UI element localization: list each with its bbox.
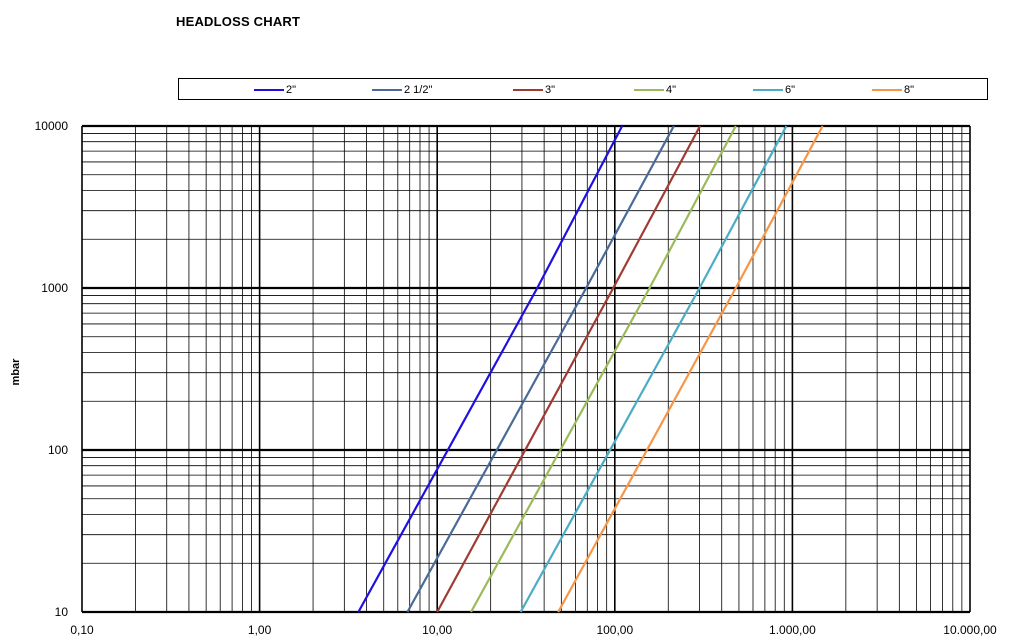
legend-item-2-1-2in: 2 1/2" <box>372 83 432 97</box>
x-tick-label: 10.000,00 <box>943 623 997 637</box>
x-tick-label: 1.000,00 <box>769 623 816 637</box>
tick-labels: 0,10 1,00 10,00 100,00 1.000,00 10.000,00 10 10… <box>35 119 997 637</box>
y-tick-label: 100 <box>48 443 68 457</box>
legend-item-3in: 3" <box>513 83 555 97</box>
series-layer <box>357 125 824 613</box>
legend-swatch-4in <box>634 89 664 91</box>
x-tick-label: 10,00 <box>422 623 452 637</box>
legend: 2" 2 1/2" 3" 4" 6" 8" <box>178 78 988 100</box>
series-line-1 <box>406 125 675 613</box>
legend-label-8in: 8" <box>904 84 915 96</box>
legend-label-2-1-2in: 2 1/2" <box>404 84 433 96</box>
y-tick-label: 10000 <box>35 119 69 133</box>
legend-item-4in: 4" <box>634 83 676 97</box>
x-tick-label: 1,00 <box>248 623 272 637</box>
legend-swatch-6in <box>753 89 783 91</box>
series-line-5 <box>557 125 824 613</box>
legend-label-2in: 2" <box>286 84 297 96</box>
legend-swatch-2-1-2in <box>372 89 402 91</box>
legend-label-4in: 4" <box>666 84 677 96</box>
y-tick-label: 10 <box>55 605 69 619</box>
legend-label-6in: 6" <box>785 84 796 96</box>
legend-item-8in: 8" <box>872 83 914 97</box>
legend-swatch-3in <box>513 89 543 91</box>
x-tick-label: 0,10 <box>70 623 94 637</box>
series-line-0 <box>357 125 624 613</box>
legend-swatch-8in <box>872 89 902 91</box>
legend-item-2in: 2" <box>254 83 296 97</box>
series-line-2 <box>436 125 702 613</box>
legend-swatch-2in <box>254 89 284 91</box>
legend-label-3in: 3" <box>545 84 556 96</box>
minor-grid <box>82 126 970 612</box>
legend-item-6in: 6" <box>753 83 795 97</box>
major-grid <box>81 124 971 614</box>
series-line-4 <box>519 125 788 613</box>
y-tick-label: 1000 <box>41 281 68 295</box>
chart-title: HEADLOSS CHART <box>176 14 301 29</box>
series-line-3 <box>470 125 737 613</box>
x-tick-label: 100,00 <box>596 623 633 637</box>
y-axis-label: mbar <box>10 358 22 386</box>
